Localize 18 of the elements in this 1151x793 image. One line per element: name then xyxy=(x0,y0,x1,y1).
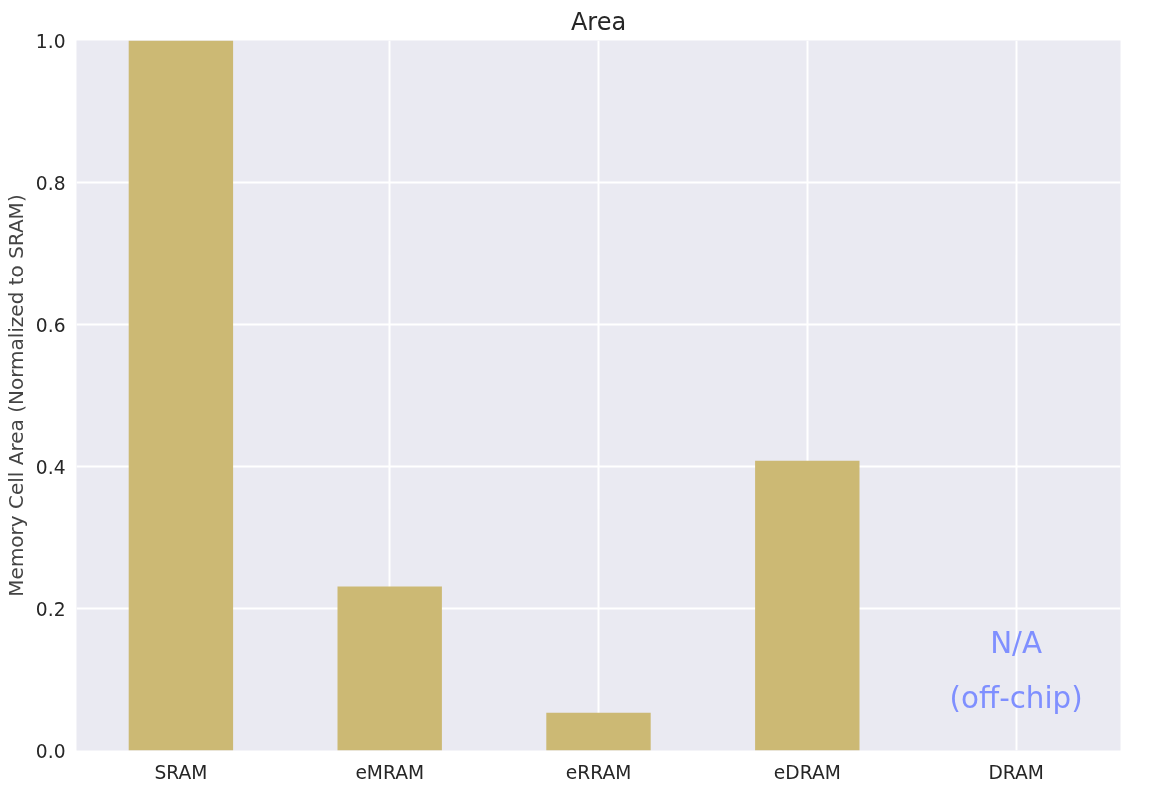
y-tick-label: 0.8 xyxy=(35,172,66,194)
y-axis-title: Memory Cell Area (Normalized to SRAM) xyxy=(3,194,28,597)
x-tick-label: eMRAM xyxy=(355,761,425,783)
x-tick-label: eRRAM xyxy=(565,761,632,783)
bar xyxy=(337,586,442,751)
bar xyxy=(755,460,860,751)
bar xyxy=(128,40,234,751)
x-tick-label: SRAM xyxy=(154,761,208,783)
y-tick-label: 0.0 xyxy=(35,740,66,762)
y-tick-label: 1.0 xyxy=(35,30,66,52)
chart-title: Area xyxy=(570,7,627,36)
bar xyxy=(546,712,651,751)
y-tick-label: 0.2 xyxy=(35,598,66,620)
x-tick-label: eDRAM xyxy=(773,761,841,783)
x-tick-label: DRAM xyxy=(988,761,1044,783)
y-tick-label: 0.6 xyxy=(35,314,66,336)
annotation: N/A (off-chip) xyxy=(949,626,1083,715)
y-tick-label: 0.4 xyxy=(35,456,66,478)
